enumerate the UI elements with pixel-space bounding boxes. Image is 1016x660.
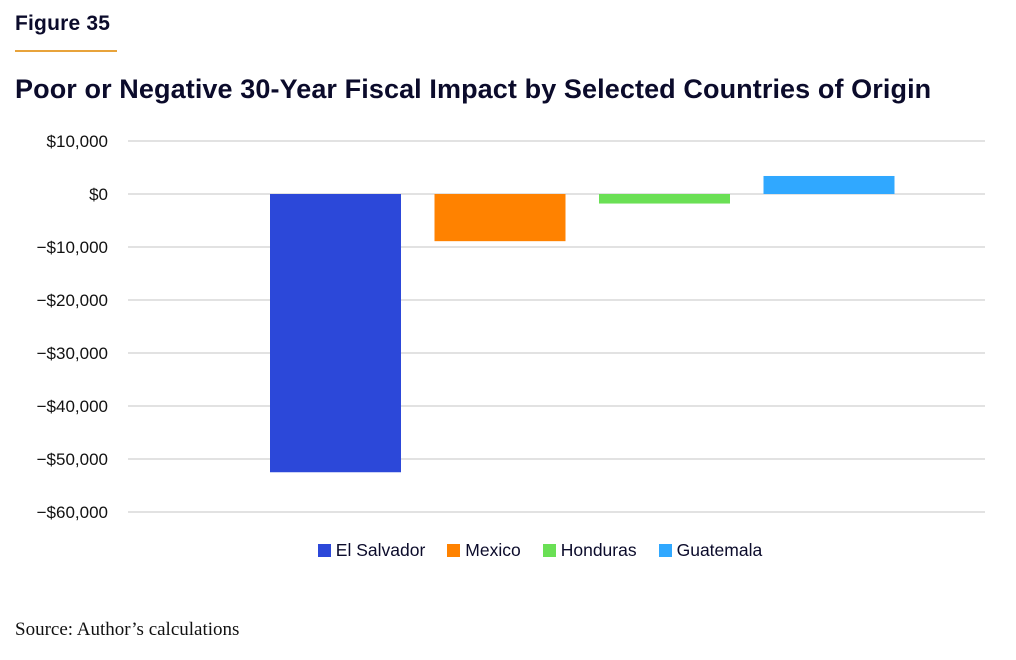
y-tick-label: −$20,000 — [37, 291, 108, 310]
legend-swatch-guatemala — [658, 544, 672, 557]
y-tick-label: −$10,000 — [37, 238, 108, 257]
source-note: Source: Author’s calculations — [15, 619, 240, 640]
legend: El Salvador Mexico Honduras Guatemala — [0, 540, 1016, 561]
y-tick-label: −$40,000 — [37, 397, 108, 416]
y-tick-label: −$60,000 — [37, 503, 108, 522]
legend-swatch-honduras — [542, 544, 556, 557]
y-tick-label: $10,000 — [47, 132, 108, 151]
legend-item-honduras: Honduras — [542, 540, 637, 561]
y-tick-label: −$30,000 — [37, 344, 108, 363]
legend-label: Mexico — [465, 540, 521, 560]
y-axis-tick-labels: $10,000 $0 −$10,000 −$20,000 −$30,000 −$40,00… — [37, 132, 108, 522]
bar-mexico — [434, 194, 566, 242]
legend-label: El Salvador — [335, 540, 426, 560]
legend-label: Honduras — [560, 540, 637, 560]
legend-item-guatemala: Guatemala — [658, 540, 763, 561]
bars — [270, 175, 895, 473]
y-tick-label: −$50,000 — [37, 450, 108, 469]
bar-guatemala — [763, 175, 895, 194]
bar-honduras — [599, 194, 730, 204]
bar-el-salvador — [270, 194, 401, 473]
chart-title: Poor or Negative 30-Year Fiscal Impact b… — [15, 74, 932, 104]
y-tick-label: $0 — [89, 185, 108, 204]
legend-swatch-mexico — [447, 544, 461, 557]
legend-item-mexico: Mexico — [447, 540, 521, 561]
legend-label: Guatemala — [676, 540, 763, 560]
legend-swatch-el-salvador — [317, 544, 331, 557]
legend-item-el-salvador: El Salvador — [317, 540, 426, 561]
figure-label: Figure 35 — [15, 12, 111, 35]
bar-chart: $10,000 $0 −$10,000 −$20,000 −$30,000 −$40,00… — [37, 132, 985, 522]
figure-label-underline — [15, 50, 117, 52]
